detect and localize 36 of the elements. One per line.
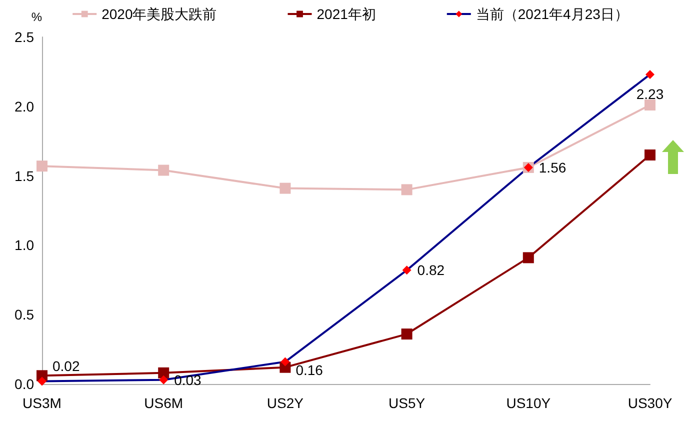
y-axis-title: % <box>31 10 42 24</box>
point <box>644 149 656 160</box>
x-tick-label: US3M <box>22 395 62 411</box>
x-tick-label: US10Y <box>506 395 552 411</box>
x-tick-label: US2Y <box>266 395 304 411</box>
legend-label: 当前（2021年4月23日） <box>476 6 628 22</box>
y-tick-label: 1.5 <box>14 168 34 184</box>
data-label: 0.16 <box>296 362 324 378</box>
point <box>158 367 170 378</box>
x-tick-label: US5Y <box>388 395 426 411</box>
y-tick-label: 2.5 <box>14 29 34 45</box>
point <box>38 376 46 386</box>
point <box>158 164 170 176</box>
point <box>401 184 412 196</box>
point <box>401 328 412 340</box>
x-tick-label: US30Y <box>628 395 673 411</box>
y-tick-label: 1.0 <box>14 237 34 254</box>
data-label: 0.03 <box>174 372 202 388</box>
data-label: 0.02 <box>52 358 80 374</box>
y-tick-label: 0.0 <box>14 376 34 392</box>
x-tick-label: US6M <box>144 395 184 411</box>
point <box>522 252 534 264</box>
point <box>280 357 290 366</box>
data-label: 1.56 <box>538 159 566 176</box>
y-tick-label: 2.0 <box>14 98 34 114</box>
data-label: 2.23 <box>636 86 664 102</box>
y-tick-label: 0.5 <box>14 306 34 323</box>
point <box>36 160 48 172</box>
legend-label: 2020年美股大跌前 <box>102 6 217 22</box>
point <box>402 266 412 275</box>
point <box>159 375 168 384</box>
point <box>646 70 654 79</box>
data-label: 0.82 <box>417 262 445 278</box>
point <box>644 100 656 111</box>
legend-label: 2021年初 <box>316 6 376 22</box>
point <box>280 182 291 194</box>
